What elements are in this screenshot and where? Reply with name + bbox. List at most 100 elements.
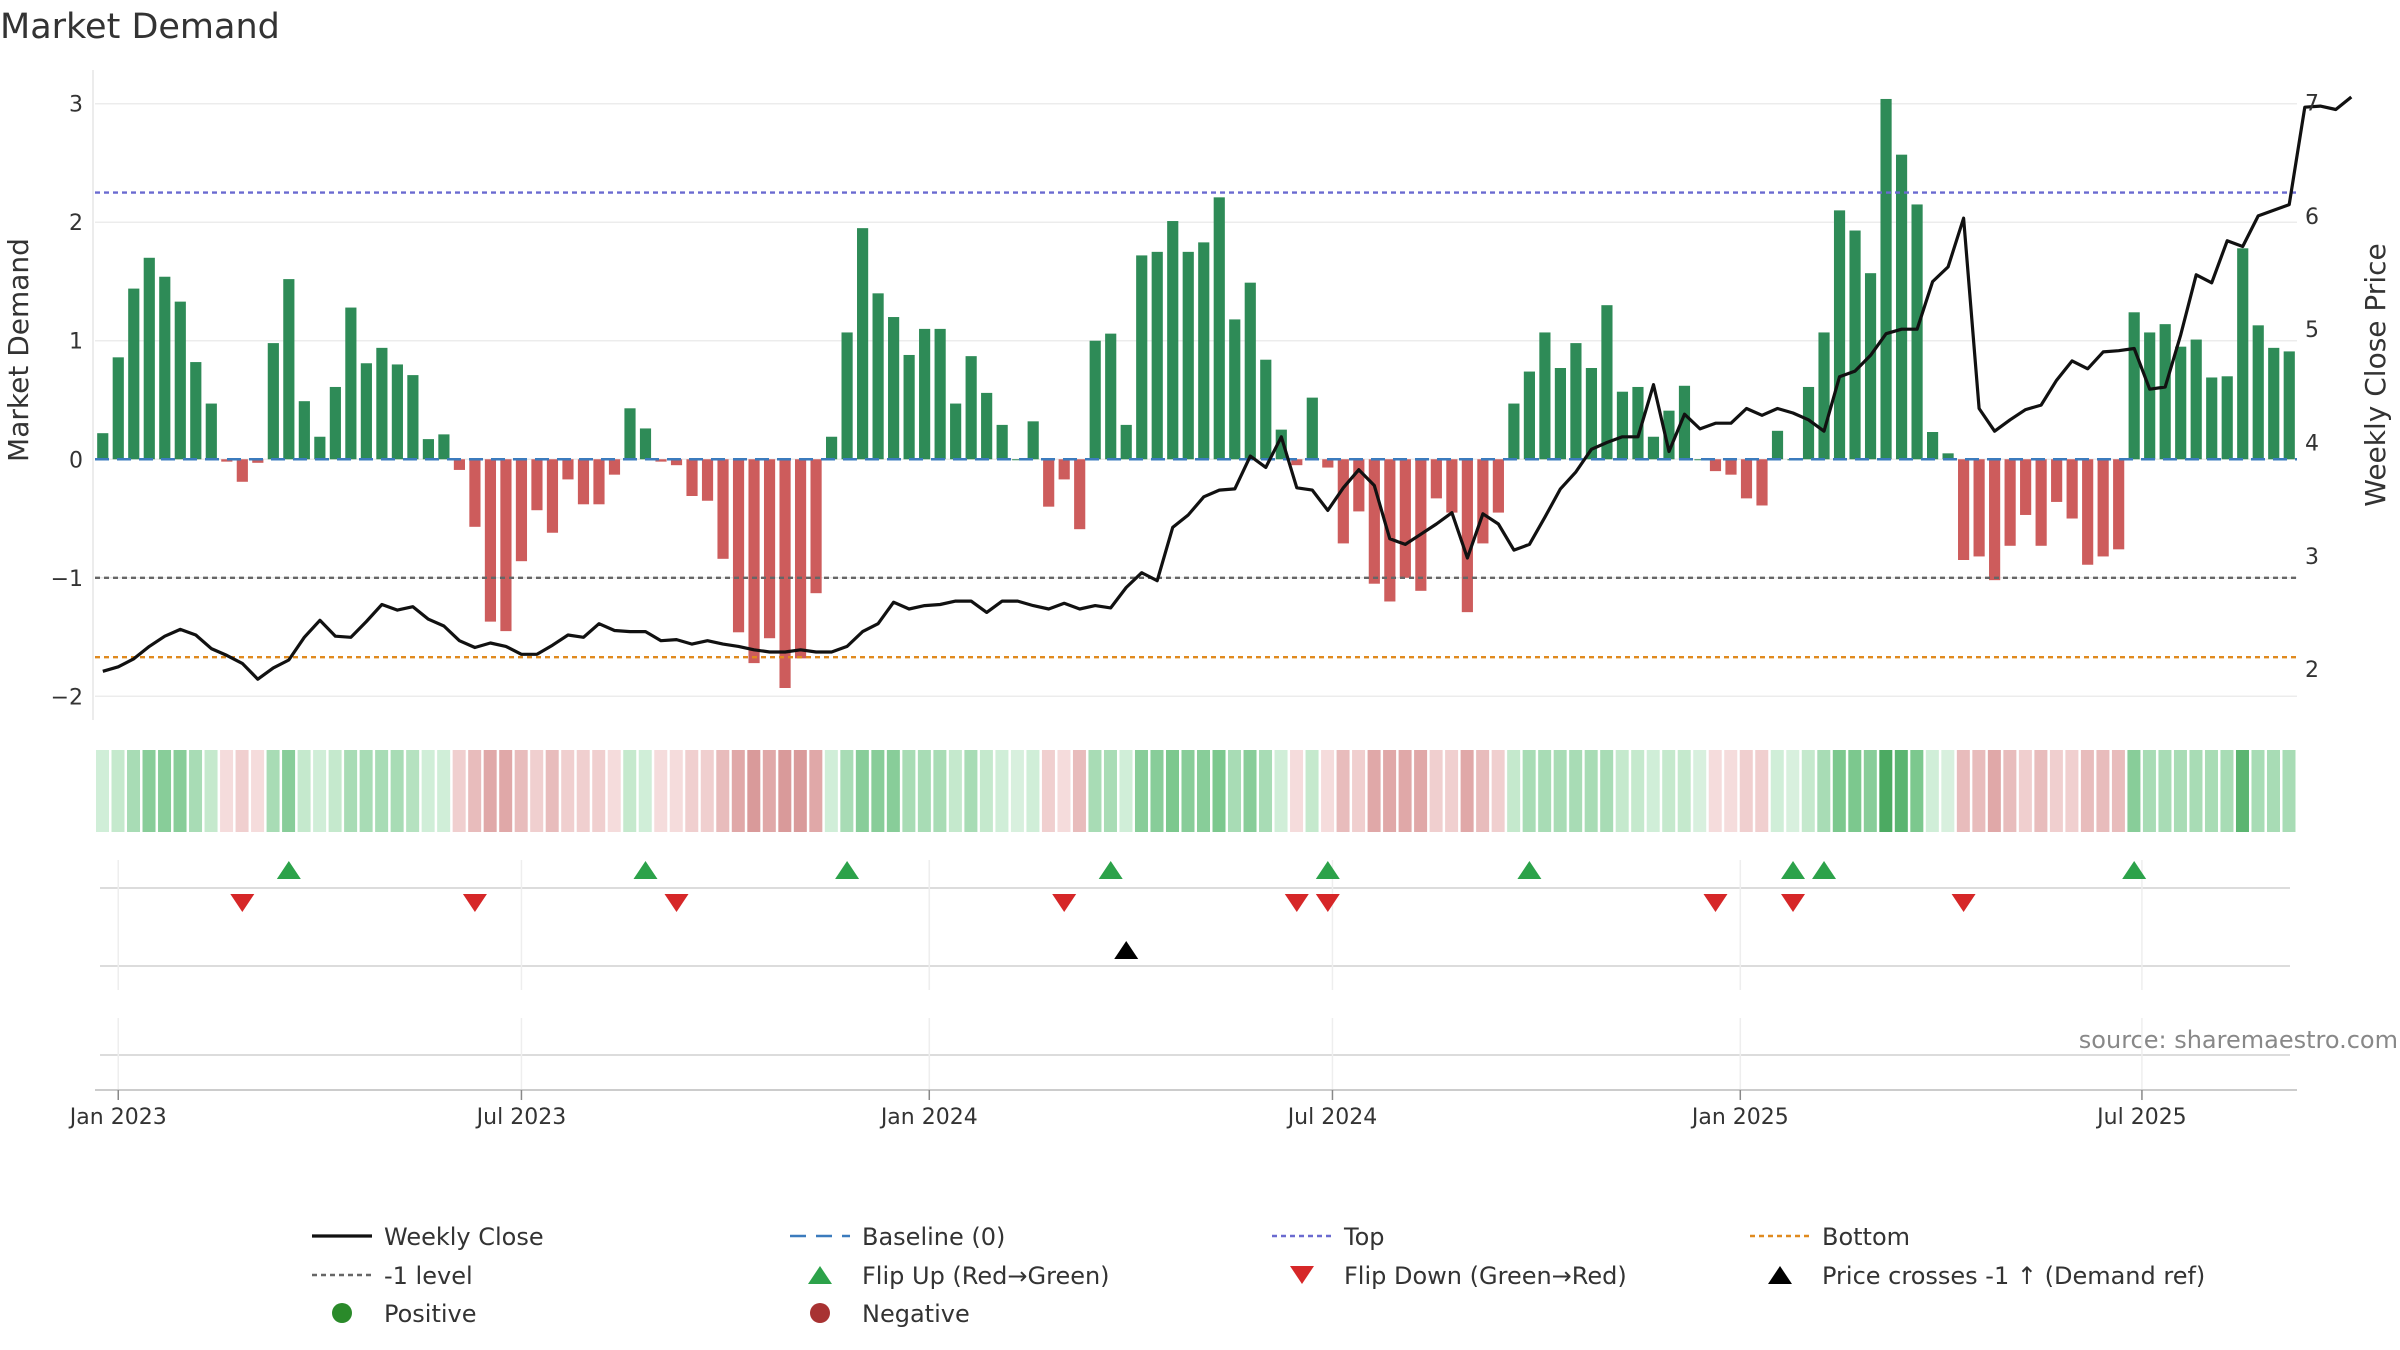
demand-bar	[1771, 430, 1784, 460]
demand-bar	[1384, 459, 1396, 602]
legend-label: Flip Up (Red→Green)	[862, 1262, 1110, 1290]
demand-bar	[1105, 333, 1117, 460]
demand-bar	[174, 301, 186, 460]
x-tick-label: Jan 2024	[879, 1105, 978, 1130]
strip-cell	[2111, 750, 2125, 832]
demand-bar	[329, 386, 341, 460]
demand-bar	[2252, 325, 2264, 460]
strip-cell	[1010, 750, 1024, 832]
strip-cell	[1336, 750, 1350, 832]
flip-up-marker	[1315, 861, 1340, 879]
strip-cell	[855, 750, 869, 832]
legend-swatch	[332, 1303, 352, 1323]
demand-bar	[1182, 251, 1194, 460]
demand-bar	[2237, 248, 2249, 460]
demand-bar	[763, 459, 776, 639]
strip-cell	[1057, 750, 1071, 832]
y-tick-label: −2	[51, 685, 83, 710]
strip-cell	[1646, 750, 1660, 832]
legend-label: Flip Down (Green→Red)	[1344, 1262, 1627, 1290]
demand-bar	[2159, 324, 2171, 460]
strip-cell	[1383, 750, 1397, 832]
strip-cell	[1801, 750, 1815, 832]
demand-bar	[655, 459, 667, 462]
strip-cell	[1460, 750, 1474, 832]
strip-cell	[1677, 750, 1691, 832]
demand-bar	[1833, 210, 1846, 460]
demand-bar	[1043, 459, 1055, 507]
strip-cell	[607, 750, 621, 832]
demand-bar	[1198, 242, 1210, 460]
strip-cell	[561, 750, 575, 832]
strip-cell	[266, 750, 280, 832]
demand-bar	[841, 332, 853, 460]
strip-cell	[2003, 750, 2017, 832]
flip-down-marker	[1781, 894, 1806, 912]
demand-bar	[500, 459, 512, 632]
demand-bar	[1958, 459, 1970, 560]
strip-cell	[1197, 750, 1211, 832]
strip-cell	[96, 750, 110, 832]
demand-bar	[562, 459, 574, 480]
flip-up-marker	[1812, 861, 1837, 879]
y2-axis-label: Weekly Close Price	[2359, 243, 2392, 506]
strip-cell	[2096, 750, 2110, 832]
strip-cell	[669, 750, 683, 832]
demand-bar	[1694, 459, 1706, 461]
demand-bar	[221, 459, 233, 462]
demand-bar	[1322, 459, 1334, 468]
demand-bar	[888, 317, 900, 460]
demand-bar	[2035, 459, 2047, 546]
demand-bar	[1136, 255, 1148, 460]
price-cross-marker	[1114, 941, 1139, 959]
strip-cell	[2080, 750, 2094, 832]
strip-cell	[902, 750, 916, 832]
demand-bar	[1492, 459, 1504, 513]
strip-cell	[1987, 750, 2001, 832]
strip-cell	[1119, 750, 1133, 832]
flip-down-marker	[1703, 894, 1728, 912]
strip-cell	[1491, 750, 1505, 832]
strip-cell	[499, 750, 513, 832]
strip-cell	[2142, 750, 2156, 832]
demand-bar	[2113, 459, 2125, 550]
y-tick-label: −1	[51, 567, 83, 592]
axes: 3 2 1 0 −1 −2 7 6 5 4 3 2	[51, 70, 2319, 720]
demand-bar	[919, 328, 931, 460]
strip-cell	[1879, 750, 1893, 832]
strip-cell	[2204, 750, 2218, 832]
strip-cell	[1553, 750, 1567, 832]
demand-bar	[190, 362, 202, 460]
x-tick-label: Jan 2025	[1690, 1105, 1789, 1130]
demand-bar	[1291, 459, 1303, 466]
demand-bar	[670, 459, 683, 466]
strip-cell	[979, 750, 993, 832]
strip-cell	[2189, 750, 2203, 832]
legend-item: Top	[1272, 1223, 1385, 1251]
strip-cell	[1041, 750, 1055, 832]
demand-bar	[593, 459, 605, 505]
demand-bar	[1477, 459, 1489, 544]
demand-bar	[732, 459, 745, 633]
strip-cell	[2235, 750, 2249, 832]
demand-bar	[1709, 459, 1722, 472]
strip-cell	[1507, 750, 1521, 832]
strip-cell	[995, 750, 1009, 832]
strip-cell	[2282, 750, 2296, 832]
strip-cell	[1305, 750, 1319, 832]
y2-tick-label: 3	[2305, 545, 2319, 570]
flip-down-marker	[1951, 894, 1976, 912]
demand-bar	[453, 459, 465, 470]
demand-bar	[531, 459, 543, 511]
demand-bar	[826, 436, 838, 460]
strip-cell	[747, 750, 761, 832]
demand-bar	[1012, 459, 1024, 461]
strip-cell	[1321, 750, 1335, 832]
legend-label: Baseline (0)	[862, 1223, 1005, 1251]
demand-bar	[1244, 282, 1256, 460]
strip-cell	[1538, 750, 1552, 832]
flip-up-marker	[2122, 861, 2147, 879]
legend-swatch	[810, 1303, 830, 1323]
legend-item: Flip Up (Red→Green)	[808, 1262, 1110, 1290]
